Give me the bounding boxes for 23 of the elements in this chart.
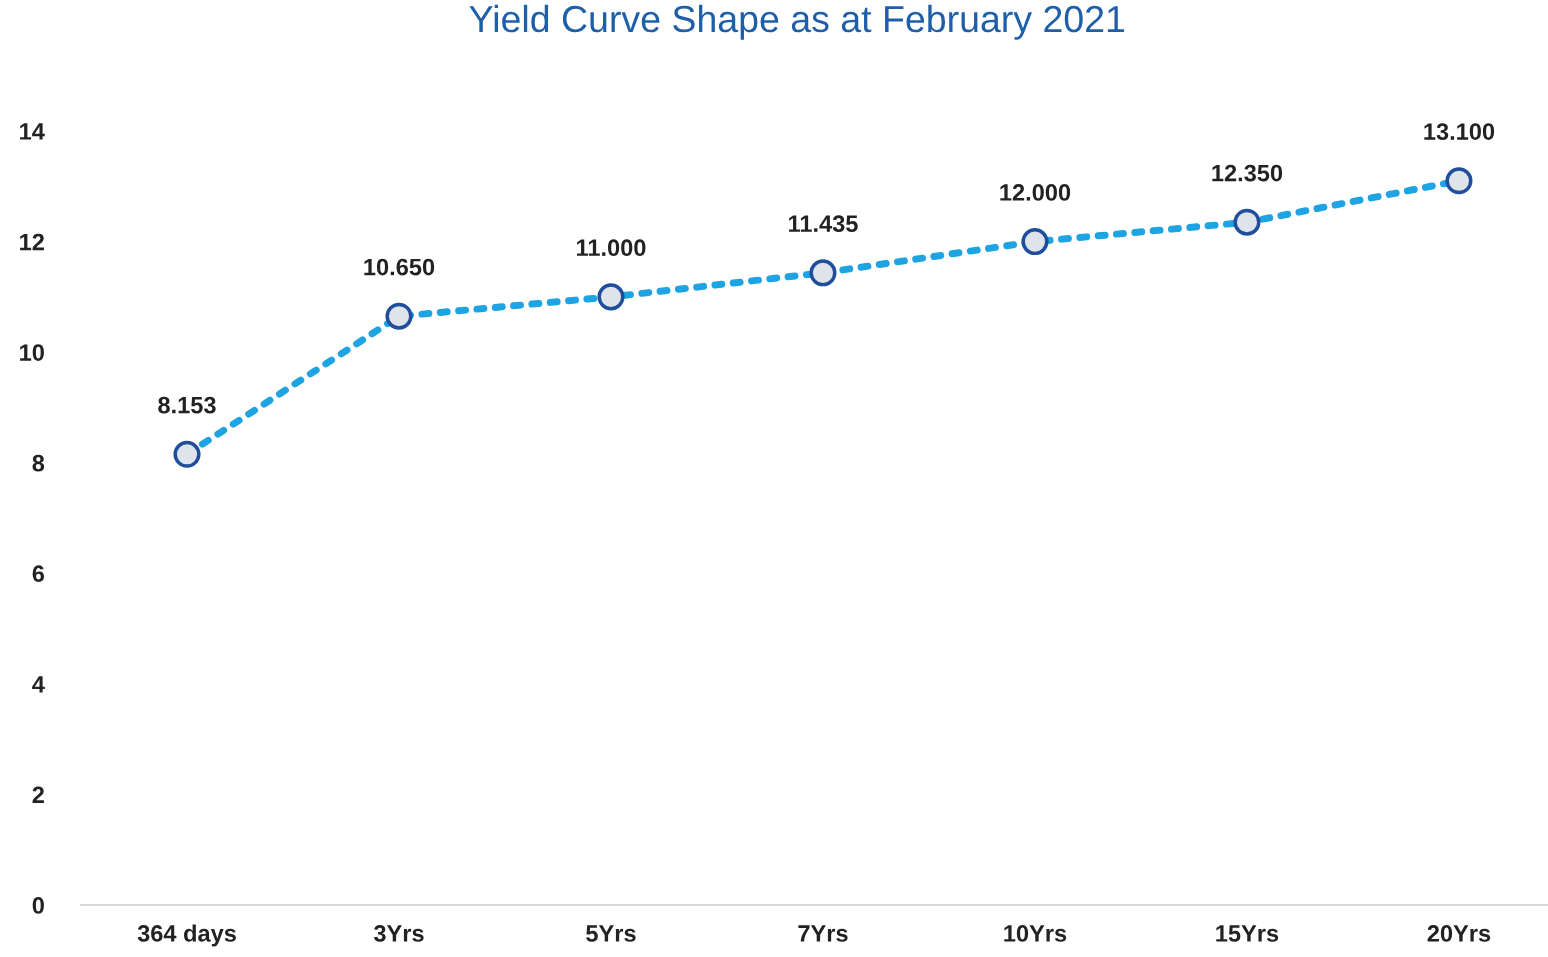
y-tick-label: 2	[32, 786, 44, 803]
y-tick-label: 4	[32, 676, 45, 693]
text: 11.435	[789, 215, 858, 233]
x-tick-label: 20Yrs	[1427, 925, 1491, 942]
text: 13.100	[1424, 123, 1495, 141]
text: 12.000	[1000, 184, 1071, 201]
x-tick-label: 7Yrs	[798, 925, 848, 942]
x-tick-label: 3Yrs	[373, 925, 424, 942]
chart-title: Yield Curve Shape as at February 2021	[469, 4, 1125, 40]
y-tick-label: 10	[20, 344, 44, 361]
x-tick-label: 5Yrs	[586, 925, 636, 942]
text: 10.650	[364, 258, 435, 276]
text: 12.350	[1212, 164, 1283, 182]
y-tick-label: 6	[32, 565, 45, 583]
text: 8.153	[158, 396, 216, 414]
x-tick-label: 10Yrs	[1004, 925, 1067, 942]
text: 11.000	[577, 239, 646, 257]
y-tick-label: 0	[32, 897, 44, 914]
y-tick-label: 12	[20, 233, 44, 251]
y-tick-label: 8	[32, 454, 45, 472]
x-tick-label: 15Yrs	[1216, 925, 1279, 942]
y-tick-label: 14	[20, 123, 45, 140]
x-tick-label: 364 days	[137, 924, 236, 947]
